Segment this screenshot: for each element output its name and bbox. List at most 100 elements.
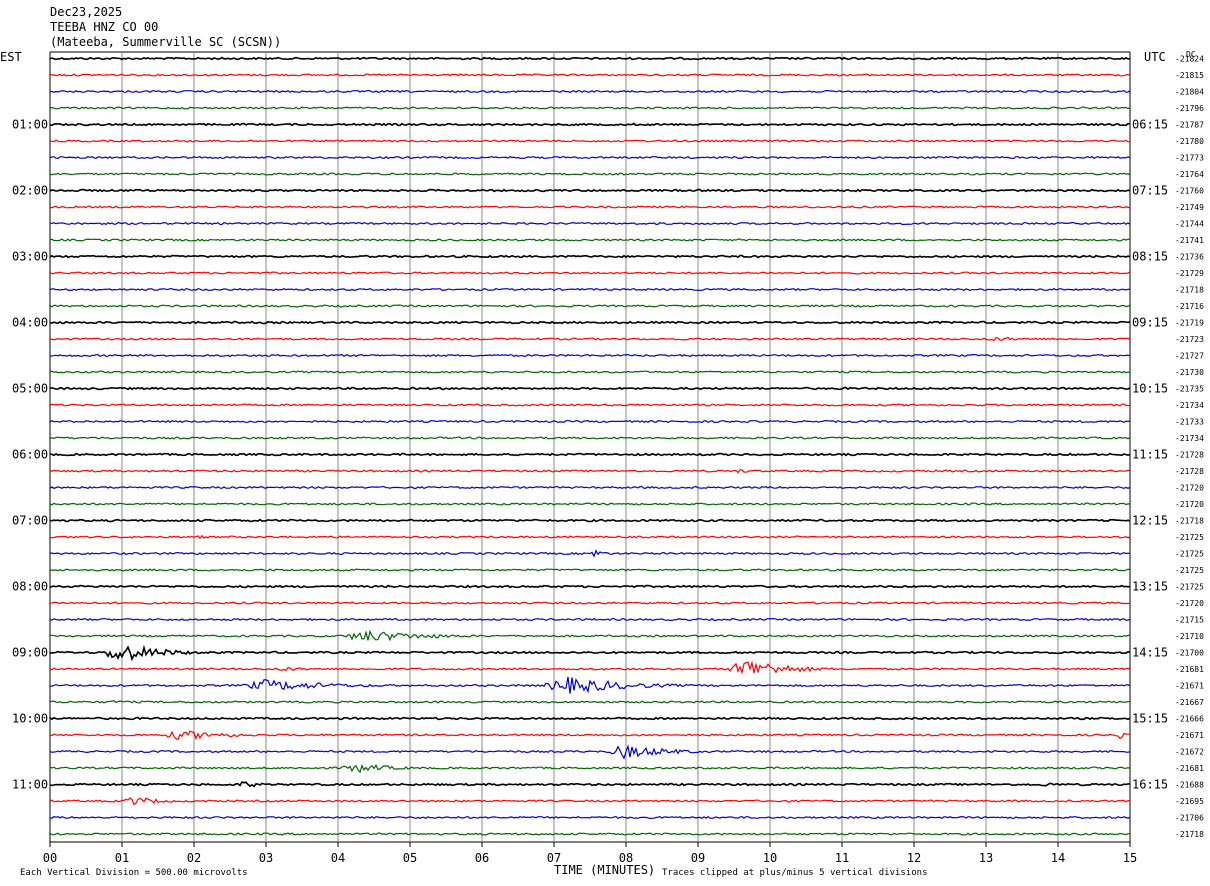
trace-line bbox=[49, 287, 1131, 292]
utc-hour-label: 14:15 bbox=[1132, 646, 1168, 660]
dc-offset-label: -21780 bbox=[1175, 137, 1204, 146]
trace-line bbox=[49, 56, 1131, 61]
trace-line bbox=[49, 601, 1131, 605]
trace-line bbox=[49, 534, 1131, 540]
trace-line bbox=[49, 336, 1131, 342]
trace-line bbox=[49, 370, 1131, 374]
dc-offset-label: -21764 bbox=[1175, 170, 1204, 179]
trace-line bbox=[49, 568, 1131, 572]
trace-line bbox=[49, 700, 1131, 704]
x-tick-label: 10 bbox=[763, 851, 777, 865]
dc-offset-label: -21733 bbox=[1175, 418, 1204, 427]
trace-line bbox=[49, 617, 1131, 622]
trace-line bbox=[49, 205, 1130, 209]
trace-line bbox=[49, 518, 1131, 523]
trace-line bbox=[49, 469, 1131, 474]
trace-line bbox=[49, 763, 1131, 774]
hour-labels: 01:00 06:15 02:00 07:15 03:00 08:15 04:00 09:15… bbox=[12, 118, 1168, 792]
est-hour-label: 08:00 bbox=[12, 580, 48, 594]
dc-offset-label: -21727 bbox=[1175, 352, 1204, 361]
est-hour-label: 05:00 bbox=[12, 382, 48, 396]
x-tick-label: 00 bbox=[43, 851, 57, 865]
traces bbox=[49, 56, 1131, 836]
dc-offset-label: -21666 bbox=[1175, 715, 1204, 724]
est-hour-label: 11:00 bbox=[12, 778, 48, 792]
trace-line bbox=[49, 780, 1130, 788]
trace-line bbox=[49, 188, 1131, 193]
dc-offset-label: -21736 bbox=[1175, 253, 1204, 262]
dc-offset-label: -21725 bbox=[1175, 533, 1204, 542]
utc-hour-label: 16:15 bbox=[1132, 778, 1168, 792]
est-hour-label: 09:00 bbox=[12, 646, 48, 660]
est-hour-label: 01:00 bbox=[12, 118, 48, 132]
est-hour-label: 04:00 bbox=[12, 316, 48, 330]
trace-line bbox=[49, 832, 1131, 836]
dc-offset-label: -21734 bbox=[1175, 434, 1204, 443]
trace-line bbox=[49, 452, 1131, 457]
utc-hour-label: 12:15 bbox=[1132, 514, 1168, 528]
trace-line bbox=[49, 172, 1131, 176]
x-axis-title: TIME (MINUTES) bbox=[554, 863, 655, 877]
trace-line bbox=[49, 155, 1131, 160]
trace-line bbox=[49, 436, 1131, 440]
x-tick-label: 14 bbox=[1051, 851, 1065, 865]
dc-offset-label: -21671 bbox=[1175, 731, 1204, 740]
x-tick-label: 12 bbox=[907, 851, 921, 865]
dc-offset-label: -21723 bbox=[1175, 335, 1204, 344]
x-tick-labels: 00 01 02 03 04 05 06 07 08 09 10 11 12 13 14 15 bbox=[43, 851, 1137, 865]
trace-line bbox=[49, 502, 1131, 506]
trace-line bbox=[49, 353, 1131, 358]
utc-hour-label: 11:15 bbox=[1132, 448, 1168, 462]
x-tick-label: 09 bbox=[691, 851, 705, 865]
x-tick-label: 08 bbox=[619, 851, 633, 865]
trace-line bbox=[49, 730, 1130, 741]
trace-line bbox=[49, 744, 1131, 760]
dc-offset-label: -21671 bbox=[1175, 682, 1204, 691]
utc-hour-label: 13:15 bbox=[1132, 580, 1168, 594]
dc-offset-label: -21725 bbox=[1175, 550, 1204, 559]
dc-offset-label: -21728 bbox=[1175, 467, 1204, 476]
x-tick-label: 07 bbox=[547, 851, 561, 865]
trace-line bbox=[49, 271, 1131, 275]
dc-offset-label: -21667 bbox=[1175, 698, 1204, 707]
dc-offset-label: -21796 bbox=[1175, 104, 1204, 113]
dc-offset-label: -21744 bbox=[1175, 220, 1204, 229]
dc-offset-label: -21815 bbox=[1175, 71, 1204, 80]
dc-offset-label: -21688 bbox=[1175, 781, 1204, 790]
dc-offset-label: -21734 bbox=[1175, 401, 1204, 410]
dc-offset-label: -21749 bbox=[1175, 203, 1204, 212]
utc-hour-label: 09:15 bbox=[1132, 316, 1168, 330]
trace-line bbox=[49, 106, 1131, 110]
dc-offset-label: -21715 bbox=[1175, 616, 1204, 625]
trace-line bbox=[49, 386, 1131, 391]
dc-offset-label: -21760 bbox=[1175, 187, 1204, 196]
dc-offset-label: -21730 bbox=[1175, 368, 1204, 377]
dc-offset-label: -21720 bbox=[1175, 500, 1204, 509]
trace-line bbox=[49, 122, 1131, 127]
x-tick-label: 04 bbox=[331, 851, 345, 865]
utc-hour-label: 15:15 bbox=[1132, 712, 1168, 726]
trace-line bbox=[49, 89, 1131, 94]
dc-offset-label: -21729 bbox=[1175, 269, 1204, 278]
dc-offset-label: -21695 bbox=[1175, 797, 1204, 806]
utc-hour-label: 06:15 bbox=[1132, 118, 1168, 132]
utc-hour-label: 08:15 bbox=[1132, 250, 1168, 264]
scale-note: Each Vertical Division = 500.00 microvol… bbox=[20, 868, 248, 878]
trace-line bbox=[49, 815, 1131, 820]
left-zone-label: EST bbox=[0, 50, 22, 64]
dc-offset-label: -21720 bbox=[1175, 599, 1204, 608]
est-hour-label: 03:00 bbox=[12, 250, 48, 264]
dc-offset-label: -21681 bbox=[1175, 764, 1204, 773]
dc-offset-label: -21716 bbox=[1175, 302, 1204, 311]
right-zone-label: UTC bbox=[1144, 50, 1166, 64]
dc-offset-labels: -21824 -21815 -21804 -21796 -21787 -21780 -217… bbox=[1175, 55, 1204, 840]
header-date: Dec23,2025 bbox=[50, 5, 122, 19]
trace-line bbox=[49, 584, 1131, 589]
x-tick-label: 05 bbox=[403, 851, 417, 865]
trace-line bbox=[49, 73, 1131, 77]
x-tick-label: 11 bbox=[835, 851, 849, 865]
trace-line bbox=[49, 716, 1131, 721]
trace-line bbox=[49, 629, 1131, 642]
dc-offset-label: -21719 bbox=[1175, 319, 1204, 328]
